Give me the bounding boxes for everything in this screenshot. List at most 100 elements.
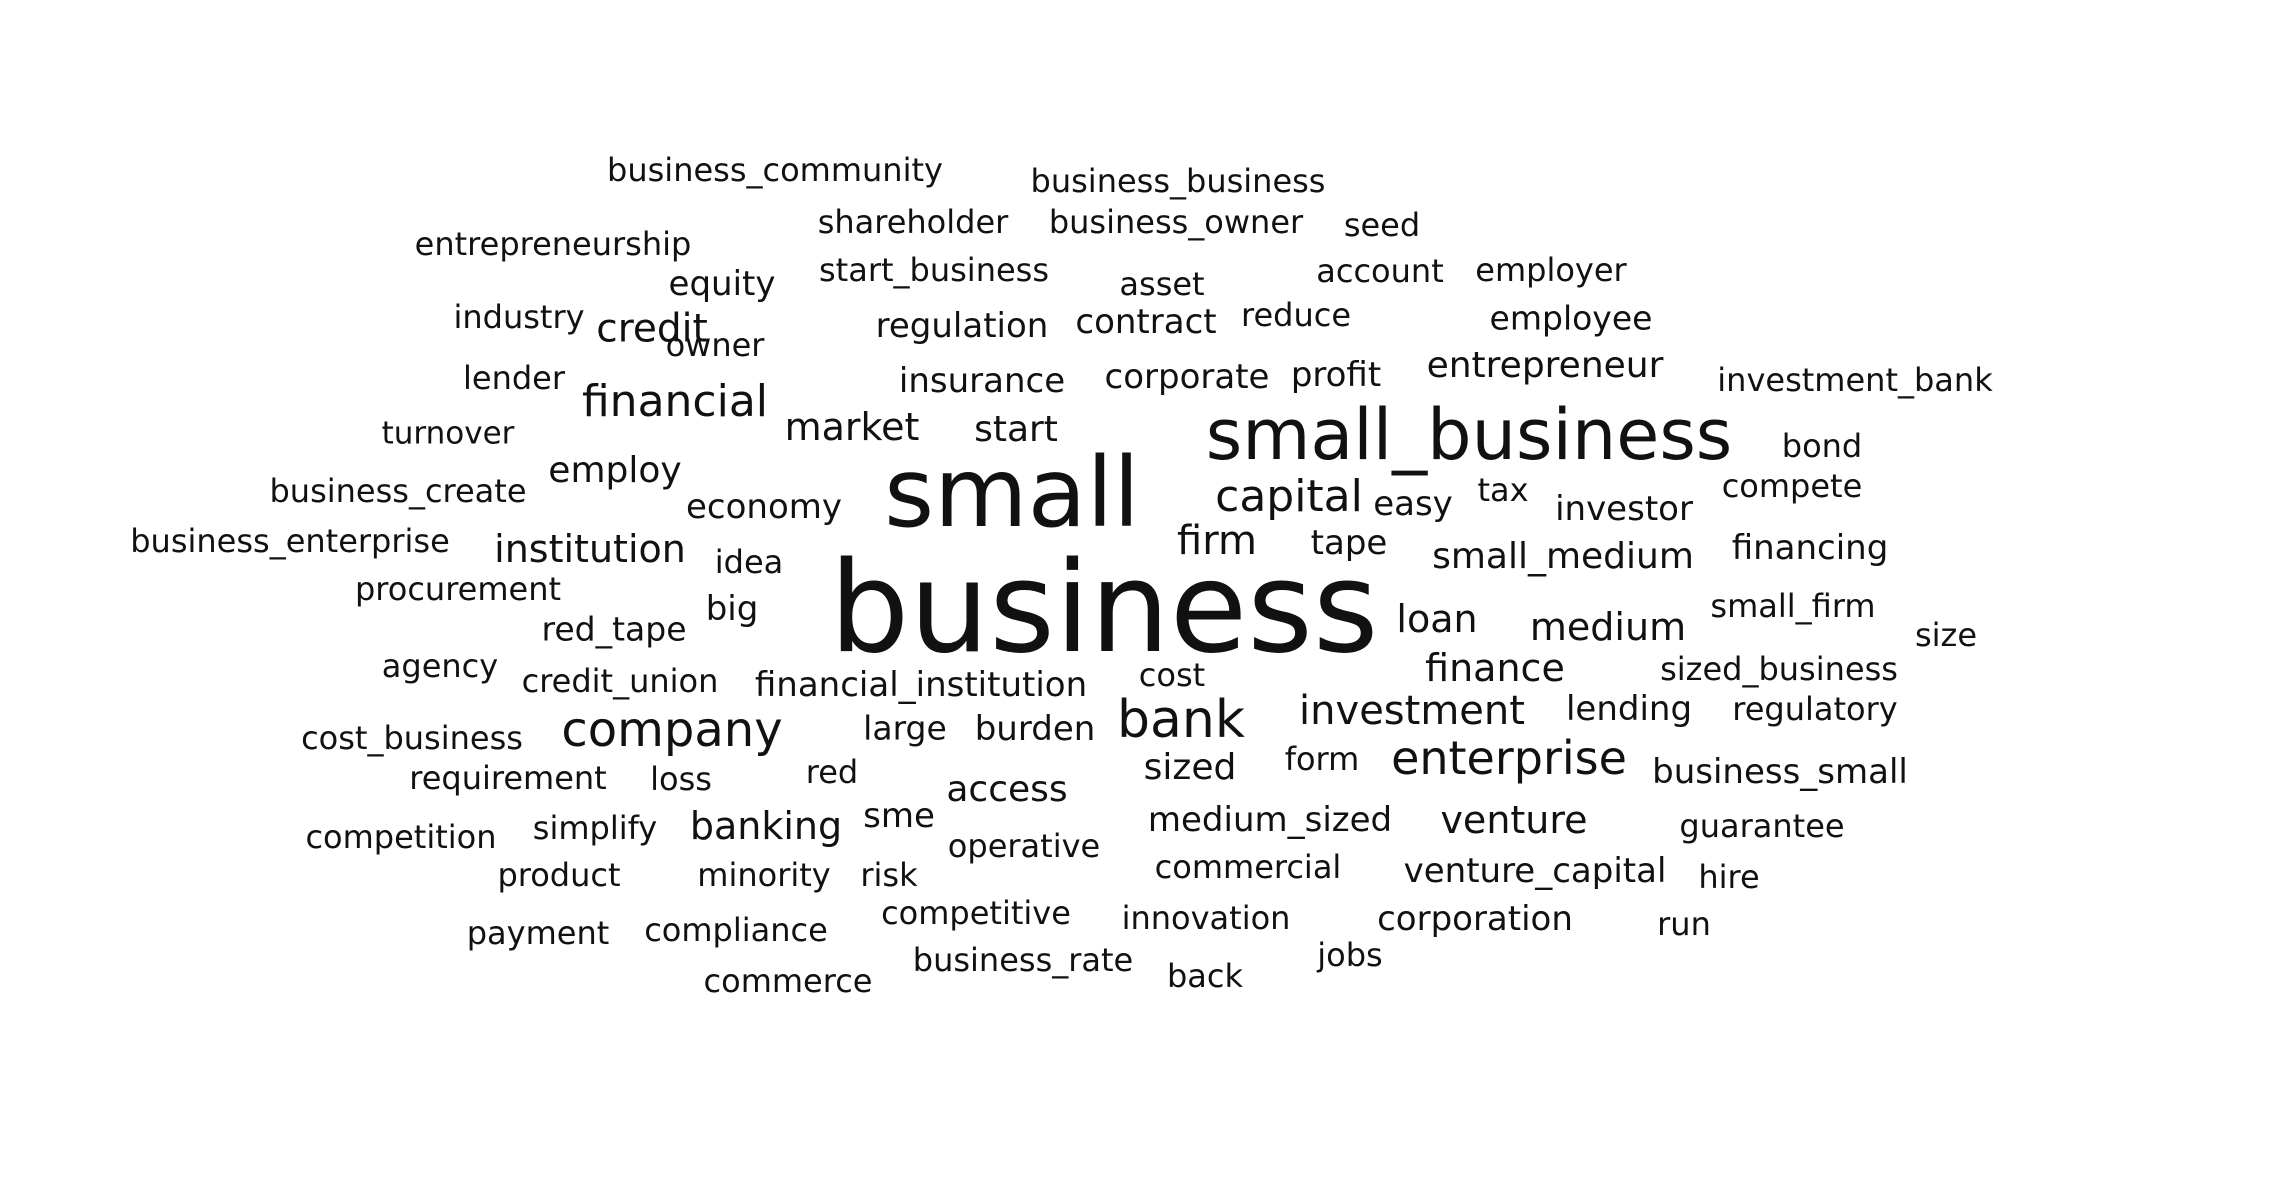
- cloud-word: bond: [1781, 427, 1863, 465]
- cloud-word: payment: [466, 914, 610, 952]
- cloud-word: access: [946, 769, 1068, 810]
- cloud-word: financial: [581, 376, 769, 427]
- cloud-word: back: [1166, 957, 1244, 995]
- cloud-word: employee: [1489, 298, 1653, 338]
- cloud-word: loss: [650, 760, 712, 798]
- cloud-word: guarantee: [1679, 807, 1845, 845]
- cloud-word: red_tape: [541, 609, 687, 649]
- cloud-word: insurance: [898, 361, 1066, 401]
- cloud-word: credit_union: [521, 662, 719, 700]
- cloud-word: market: [784, 405, 920, 449]
- cloud-word: employer: [1475, 251, 1627, 289]
- cloud-word: employ: [548, 450, 682, 491]
- cloud-word: small_firm: [1710, 587, 1876, 625]
- cloud-word: easy: [1373, 484, 1453, 524]
- cloud-word: business_business: [1030, 162, 1326, 200]
- cloud-word: investment: [1299, 688, 1525, 734]
- cloud-word: big: [705, 589, 759, 629]
- cloud-word: tape: [1310, 523, 1388, 563]
- cloud-word: idea: [714, 543, 784, 581]
- cloud-word: asset: [1119, 265, 1205, 303]
- cloud-word: commercial: [1154, 848, 1342, 886]
- cloud-word: seed: [1343, 206, 1421, 244]
- cloud-word: enterprise: [1391, 731, 1627, 785]
- cloud-word: jobs: [1317, 936, 1383, 974]
- cloud-word: product: [497, 856, 621, 894]
- cloud-word: red: [805, 753, 859, 791]
- cloud-word: entrepreneur: [1426, 345, 1664, 386]
- cloud-word: requirement: [409, 759, 607, 797]
- cloud-word: business_create: [269, 472, 527, 510]
- cloud-word: medium_sized: [1147, 800, 1393, 840]
- cloud-word: turnover: [381, 415, 515, 452]
- cloud-word: cost_business: [301, 719, 523, 757]
- cloud-word: profit: [1290, 355, 1382, 395]
- cloud-word: institution: [494, 527, 686, 571]
- cloud-word: business_community: [607, 151, 943, 189]
- cloud-word: commerce: [703, 962, 873, 1000]
- cloud-word: business_rate: [912, 941, 1134, 979]
- cloud-word: loan: [1396, 597, 1478, 641]
- cloud-word: financial_institution: [754, 665, 1088, 705]
- cloud-word: risk: [860, 856, 918, 894]
- cloud-word: form: [1284, 740, 1360, 778]
- cloud-word: burden: [974, 709, 1096, 749]
- cloud-word: run: [1657, 905, 1711, 943]
- cloud-word: cost: [1138, 656, 1206, 694]
- cloud-word: bank: [1117, 690, 1245, 750]
- cloud-word: account: [1316, 252, 1444, 290]
- cloud-word: economy: [685, 487, 843, 527]
- cloud-word: financing: [1731, 528, 1889, 568]
- cloud-word: small_medium: [1432, 536, 1694, 577]
- cloud-word: start_business: [819, 251, 1049, 289]
- cloud-word: small_business: [1205, 394, 1733, 476]
- cloud-word: company: [561, 702, 783, 758]
- cloud-word: business_enterprise: [130, 522, 450, 560]
- cloud-word: minority: [697, 856, 831, 894]
- cloud-word: sized_business: [1660, 650, 1898, 688]
- cloud-word: competitive: [881, 894, 1071, 932]
- cloud-word: capital: [1215, 471, 1363, 522]
- cloud-word: compete: [1721, 467, 1863, 505]
- cloud-word: start: [974, 409, 1058, 450]
- cloud-word: medium: [1529, 605, 1687, 649]
- cloud-word: investor: [1555, 489, 1693, 529]
- cloud-word: business_small: [1652, 752, 1908, 792]
- cloud-word: owner: [665, 326, 765, 364]
- cloud-word: hire: [1698, 858, 1760, 896]
- cloud-word: regulation: [875, 306, 1049, 346]
- cloud-word: banking: [689, 804, 843, 848]
- cloud-word: credit: [596, 306, 708, 352]
- cloud-word: finance: [1425, 646, 1565, 690]
- cloud-word: procurement: [354, 570, 562, 608]
- cloud-word: lender: [462, 359, 566, 397]
- cloud-word: entrepreneurship: [414, 225, 692, 263]
- cloud-word: firm: [1177, 518, 1257, 564]
- cloud-word: agency: [381, 647, 499, 685]
- cloud-word: tax: [1477, 471, 1529, 509]
- cloud-word: business: [829, 534, 1379, 681]
- cloud-word: contract: [1075, 302, 1217, 342]
- cloud-word: corporate: [1104, 357, 1270, 397]
- cloud-word: regulatory: [1732, 690, 1898, 728]
- cloud-word: operative: [947, 827, 1101, 865]
- cloud-word: compliance: [644, 911, 828, 949]
- cloud-word: corporation: [1377, 899, 1573, 939]
- cloud-word: industry: [453, 298, 585, 336]
- cloud-word: size: [1914, 616, 1978, 654]
- cloud-word: lending: [1565, 689, 1693, 729]
- cloud-word: simplify: [532, 809, 658, 847]
- cloud-word: equity: [668, 264, 776, 304]
- cloud-word: shareholder: [817, 203, 1009, 241]
- cloud-word: sme: [863, 796, 935, 836]
- cloud-word: venture_capital: [1403, 851, 1667, 891]
- cloud-word: business_owner: [1048, 203, 1304, 241]
- cloud-word: small: [884, 437, 1140, 549]
- cloud-word: investment_bank: [1717, 361, 1993, 399]
- cloud-word: large: [863, 708, 947, 748]
- cloud-word: competition: [305, 818, 497, 856]
- cloud-word: venture: [1440, 798, 1588, 842]
- cloud-word: sized: [1143, 747, 1237, 788]
- cloud-word: innovation: [1121, 899, 1291, 937]
